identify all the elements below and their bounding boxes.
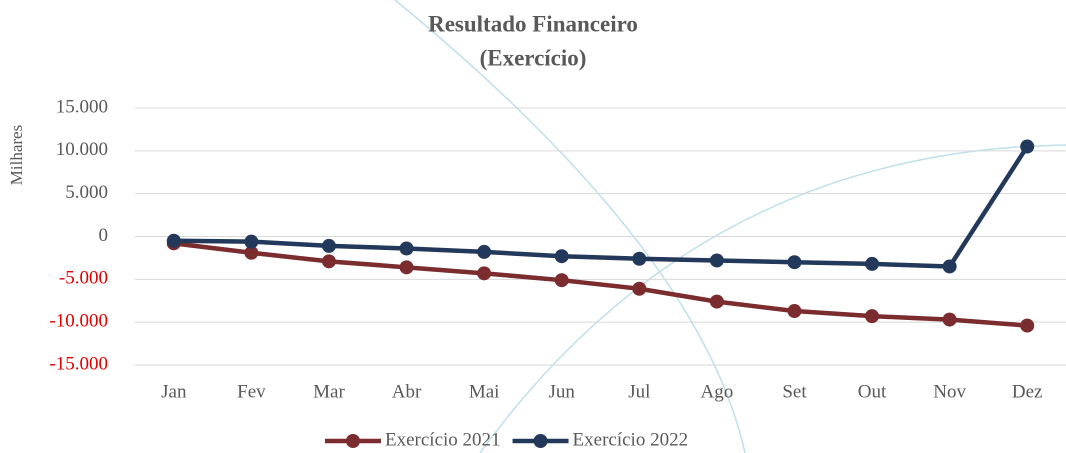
point xyxy=(942,312,957,327)
y-tick-label: 0 xyxy=(99,225,109,246)
x-tick-label: Out xyxy=(858,381,887,402)
legend: Exercício 2021 Exercício 2022 xyxy=(325,429,688,450)
x-tick-label: Jul xyxy=(628,381,650,402)
decor-arc xyxy=(394,0,746,453)
x-tick-label: Mai xyxy=(469,381,500,402)
x-tick-label: Jan xyxy=(161,381,187,402)
point xyxy=(477,244,492,259)
x-tick-label: Mar xyxy=(313,381,345,402)
point xyxy=(787,304,802,319)
x-tick-label: Jun xyxy=(549,381,576,402)
y-tick-label: -15.000 xyxy=(49,353,108,374)
point xyxy=(244,234,259,249)
x-tick-label: Nov xyxy=(933,381,966,402)
point xyxy=(709,294,724,309)
y-tick-label: 15.000 xyxy=(56,96,108,117)
y-tick-label: 5.000 xyxy=(65,182,108,203)
grid xyxy=(135,107,1066,366)
point xyxy=(787,255,802,270)
point xyxy=(399,260,414,275)
point xyxy=(321,238,336,253)
point xyxy=(399,241,414,256)
point xyxy=(166,233,181,248)
point xyxy=(321,254,336,269)
point xyxy=(942,259,957,274)
y-tick-label: -5.000 xyxy=(59,268,108,289)
point xyxy=(1020,139,1035,154)
series-line xyxy=(173,145,1030,269)
point xyxy=(554,273,569,288)
chart-title: (Exercício) xyxy=(480,45,587,70)
plot xyxy=(166,139,1035,333)
point xyxy=(865,256,880,271)
point xyxy=(865,309,880,324)
chart-title: Resultado Financeiro xyxy=(428,11,638,36)
x-tick-label: Abr xyxy=(392,381,422,402)
point xyxy=(244,245,259,260)
x-tick-label: Dez xyxy=(1012,381,1043,402)
legend-label: Exercício 2021 xyxy=(385,429,501,450)
legend-swatch xyxy=(533,434,548,448)
y-tick-label: -10.000 xyxy=(49,311,108,332)
point xyxy=(632,251,647,266)
point xyxy=(554,249,569,264)
x-tick-label: Fev xyxy=(237,381,266,402)
legend-label: Exercício 2022 xyxy=(573,429,689,450)
point xyxy=(709,253,724,268)
y-tick-label: 10.000 xyxy=(56,139,108,160)
x-tick-label: Ago xyxy=(701,381,734,402)
series-line xyxy=(173,241,1028,328)
decor-arc xyxy=(479,144,1066,453)
x-tick-label: Set xyxy=(782,381,807,402)
point xyxy=(477,266,492,281)
point xyxy=(632,281,647,296)
y-axis-label: Milhares xyxy=(7,125,26,185)
legend-swatch xyxy=(346,434,360,448)
point xyxy=(1020,318,1035,333)
